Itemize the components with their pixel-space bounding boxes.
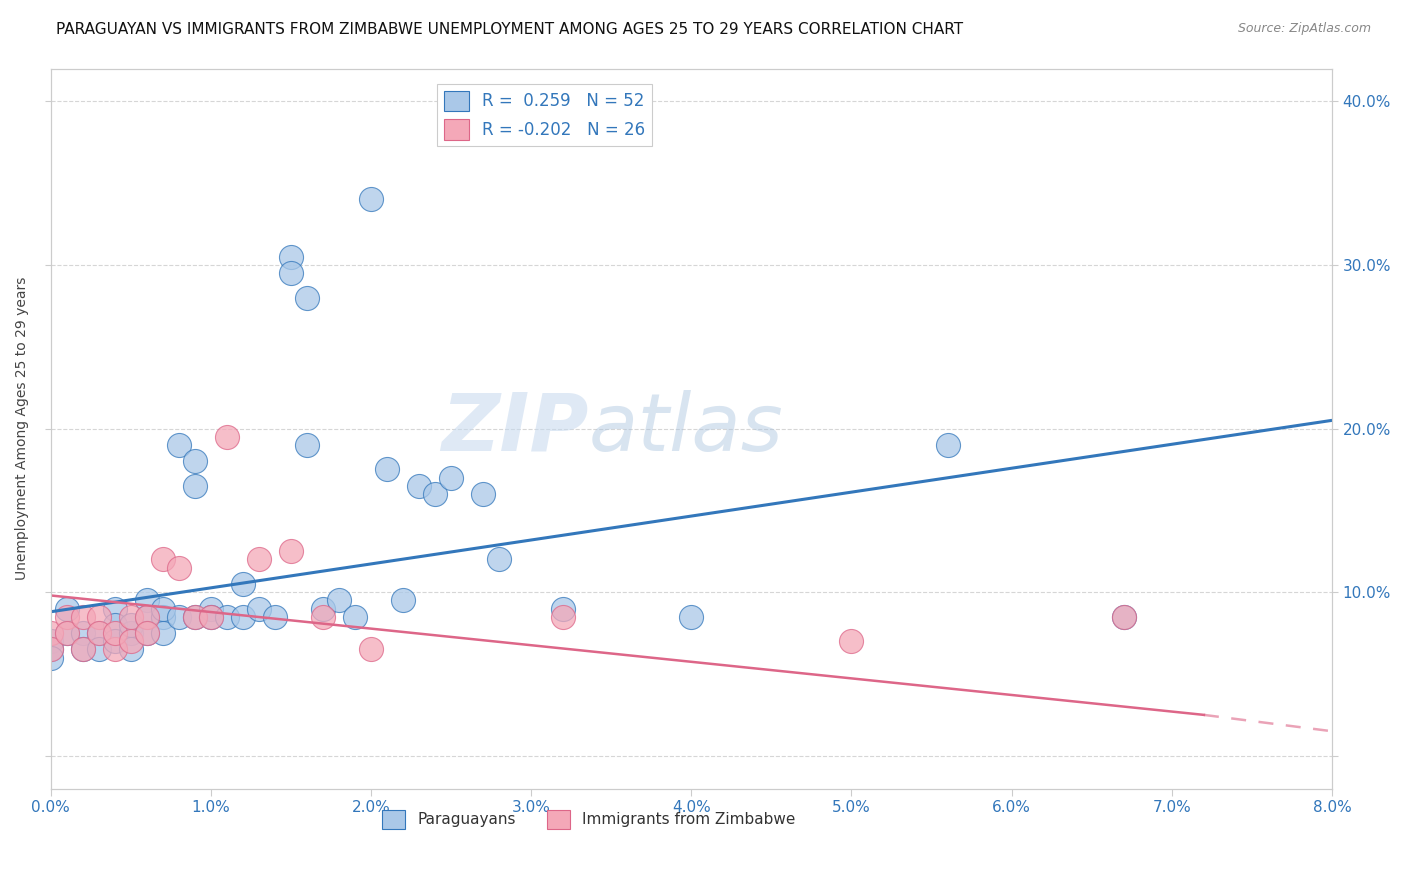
Y-axis label: Unemployment Among Ages 25 to 29 years: Unemployment Among Ages 25 to 29 years — [15, 277, 30, 580]
Point — [280, 266, 302, 280]
Point — [72, 626, 94, 640]
Point — [55, 626, 77, 640]
Point — [135, 609, 157, 624]
Point — [39, 650, 62, 665]
Point — [72, 642, 94, 657]
Point — [152, 626, 174, 640]
Point — [360, 193, 382, 207]
Point — [295, 438, 318, 452]
Point — [135, 626, 157, 640]
Point — [167, 438, 190, 452]
Point — [167, 609, 190, 624]
Point — [55, 609, 77, 624]
Point — [135, 609, 157, 624]
Point — [120, 626, 142, 640]
Point — [104, 626, 127, 640]
Point — [183, 454, 205, 468]
Point — [135, 593, 157, 607]
Point — [104, 618, 127, 632]
Point — [553, 609, 575, 624]
Point — [39, 642, 62, 657]
Text: ZIP: ZIP — [441, 390, 589, 467]
Point — [1112, 609, 1135, 624]
Point — [681, 609, 703, 624]
Point — [39, 634, 62, 648]
Point — [553, 601, 575, 615]
Point — [295, 291, 318, 305]
Point — [408, 479, 430, 493]
Point — [440, 470, 463, 484]
Text: Source: ZipAtlas.com: Source: ZipAtlas.com — [1237, 22, 1371, 36]
Point — [488, 552, 510, 566]
Point — [120, 634, 142, 648]
Point — [936, 438, 959, 452]
Point — [360, 642, 382, 657]
Point — [841, 634, 863, 648]
Point — [120, 642, 142, 657]
Point — [375, 462, 398, 476]
Point — [39, 642, 62, 657]
Point — [472, 487, 495, 501]
Point — [280, 544, 302, 558]
Point — [120, 609, 142, 624]
Point — [135, 626, 157, 640]
Point — [312, 601, 335, 615]
Point — [200, 609, 222, 624]
Point — [87, 626, 110, 640]
Point — [312, 609, 335, 624]
Point — [87, 642, 110, 657]
Point — [183, 479, 205, 493]
Point — [104, 642, 127, 657]
Point — [104, 634, 127, 648]
Point — [232, 577, 254, 591]
Point — [55, 626, 77, 640]
Text: atlas: atlas — [589, 390, 783, 467]
Point — [87, 609, 110, 624]
Text: PARAGUAYAN VS IMMIGRANTS FROM ZIMBABWE UNEMPLOYMENT AMONG AGES 25 TO 29 YEARS CO: PARAGUAYAN VS IMMIGRANTS FROM ZIMBABWE U… — [56, 22, 963, 37]
Point — [72, 642, 94, 657]
Point — [200, 601, 222, 615]
Point — [215, 609, 238, 624]
Point — [280, 250, 302, 264]
Point — [200, 609, 222, 624]
Point — [72, 609, 94, 624]
Point — [39, 626, 62, 640]
Point — [263, 609, 285, 624]
Point — [392, 593, 415, 607]
Point — [152, 609, 174, 624]
Point — [183, 609, 205, 624]
Point — [152, 552, 174, 566]
Point — [183, 609, 205, 624]
Point — [215, 430, 238, 444]
Point — [87, 626, 110, 640]
Point — [1112, 609, 1135, 624]
Point — [104, 601, 127, 615]
Point — [343, 609, 366, 624]
Point — [232, 609, 254, 624]
Point — [167, 560, 190, 574]
Point — [328, 593, 350, 607]
Legend: Paraguayans, Immigrants from Zimbabwe: Paraguayans, Immigrants from Zimbabwe — [377, 804, 801, 835]
Point — [152, 601, 174, 615]
Point — [247, 601, 270, 615]
Point — [247, 552, 270, 566]
Point — [120, 618, 142, 632]
Point — [55, 601, 77, 615]
Point — [423, 487, 446, 501]
